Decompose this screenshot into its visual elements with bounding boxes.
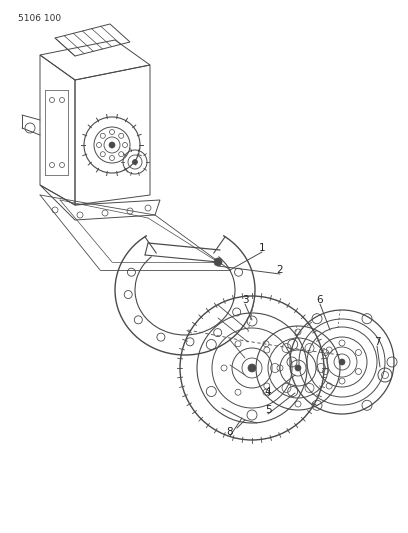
Circle shape <box>295 365 301 371</box>
Text: 8: 8 <box>227 427 233 437</box>
Text: 2: 2 <box>277 265 283 275</box>
Circle shape <box>109 142 115 148</box>
Circle shape <box>339 359 345 365</box>
Text: 3: 3 <box>242 295 248 305</box>
Circle shape <box>214 258 222 266</box>
Text: 5106 100: 5106 100 <box>18 14 61 23</box>
Text: 6: 6 <box>317 295 323 305</box>
Circle shape <box>133 159 137 165</box>
Text: 7: 7 <box>374 337 380 347</box>
Text: 1: 1 <box>259 243 265 253</box>
Circle shape <box>248 364 256 372</box>
Text: 4: 4 <box>265 387 271 397</box>
Text: 5: 5 <box>265 405 271 415</box>
